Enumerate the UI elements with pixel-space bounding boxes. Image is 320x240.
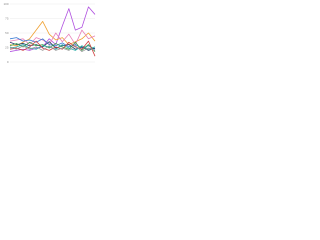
page: {"chart_data": {"type": "line", "categor… (0, 0, 100, 71)
y-tick-label: 100 (3, 2, 8, 6)
series-line (9, 41, 96, 51)
series-line (9, 29, 96, 45)
series-line (9, 40, 96, 57)
chart: 0 25 50 75 100 (3, 2, 96, 64)
series-line (9, 21, 96, 47)
y-tick-label: 0 (7, 60, 9, 64)
y-tick-label: 25 (5, 45, 9, 49)
y-tick-label: 75 (5, 16, 9, 20)
y-tick-label: 50 (5, 31, 9, 35)
series-line (9, 45, 96, 52)
